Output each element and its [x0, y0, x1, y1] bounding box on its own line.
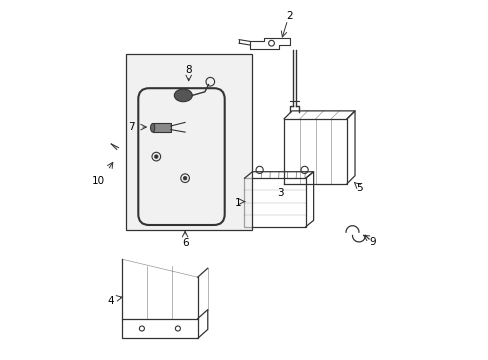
Bar [244, 178, 305, 227]
Bar [122, 319, 197, 338]
Ellipse shape [150, 123, 155, 132]
Bar [125, 54, 251, 230]
Text: 6: 6 [182, 238, 188, 248]
Text: 2: 2 [285, 11, 292, 21]
Text: 3: 3 [277, 188, 283, 198]
Text: 7: 7 [127, 122, 134, 132]
Text: 1: 1 [235, 198, 241, 208]
Text: 4: 4 [107, 296, 114, 306]
Text: 8: 8 [185, 65, 192, 75]
Bar [125, 54, 251, 230]
Ellipse shape [174, 89, 192, 102]
Circle shape [154, 155, 158, 158]
Bar [152, 123, 170, 132]
Text: 10: 10 [92, 176, 105, 186]
Text: 9: 9 [368, 237, 375, 247]
Text: 5: 5 [356, 183, 362, 193]
Circle shape [183, 176, 186, 180]
